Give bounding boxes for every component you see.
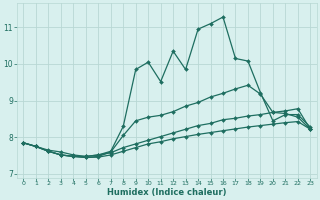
X-axis label: Humidex (Indice chaleur): Humidex (Indice chaleur) xyxy=(107,188,227,197)
